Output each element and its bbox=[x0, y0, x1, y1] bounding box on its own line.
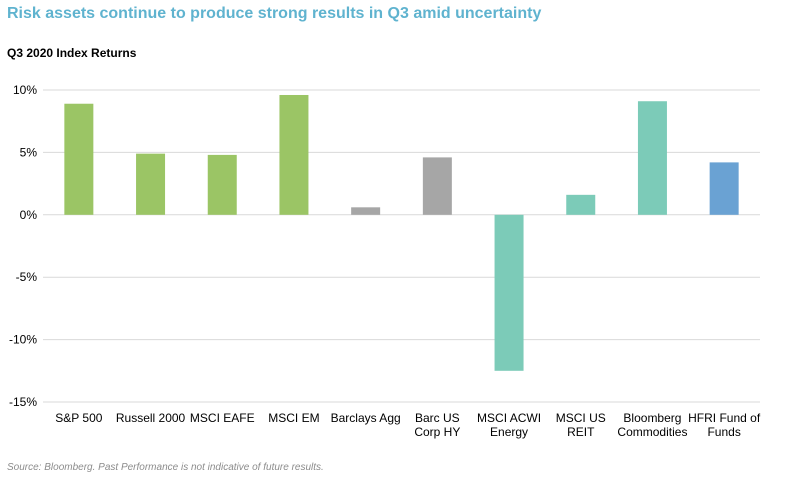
y-tick-label: 0% bbox=[20, 208, 38, 222]
bar bbox=[279, 94, 309, 215]
x-axis-category-labels: S&P 500 Russell 2000 MSCI EAFE MSCI EM Barcl… bbox=[55, 411, 761, 439]
bar bbox=[566, 194, 596, 215]
y-tick-label: 5% bbox=[20, 145, 38, 159]
chart-title: Risk assets continue to produce strong r… bbox=[7, 5, 542, 22]
y-tick-label: -10% bbox=[9, 333, 37, 347]
x-category-label: Commodities bbox=[617, 425, 687, 439]
bar bbox=[494, 214, 524, 371]
x-category-label: MSCI ACWI bbox=[477, 411, 541, 425]
bars bbox=[64, 94, 739, 371]
y-tick-label: -5% bbox=[16, 270, 38, 284]
x-category-label: MSCI EAFE bbox=[190, 411, 255, 425]
x-category-label: MSCI US bbox=[556, 411, 606, 425]
x-category-label: Russell 2000 bbox=[116, 411, 186, 425]
source-note: Source: Bloomberg. Past Performance is n… bbox=[7, 462, 324, 473]
bar bbox=[136, 153, 166, 215]
bar bbox=[709, 162, 739, 215]
x-category-label: Corp HY bbox=[414, 425, 460, 439]
x-category-label: MSCI EM bbox=[268, 411, 319, 425]
y-tick-label: -15% bbox=[9, 395, 37, 409]
x-category-label: Barclays Agg bbox=[331, 411, 401, 425]
x-category-label: Energy bbox=[490, 425, 528, 439]
bar bbox=[422, 157, 452, 215]
x-category-label: Funds bbox=[707, 425, 740, 439]
bar bbox=[637, 101, 667, 215]
bar-chart: 10% 5% 0% -5% -10% -15% S&P 500 Russell 2000 MS… bbox=[9, 83, 761, 439]
chart-subtitle: Q3 2020 Index Returns bbox=[7, 46, 137, 60]
x-category-label: REIT bbox=[567, 425, 595, 439]
y-axis-tick-labels: 10% 5% 0% -5% -10% -15% bbox=[9, 83, 37, 409]
x-category-label: HFRI Fund of bbox=[688, 411, 761, 425]
x-category-label: Bloomberg bbox=[623, 411, 681, 425]
x-category-label: S&P 500 bbox=[55, 411, 102, 425]
bar bbox=[64, 103, 94, 215]
x-category-label: Barc US bbox=[415, 411, 460, 425]
bar bbox=[207, 154, 237, 215]
y-tick-label: 10% bbox=[13, 83, 37, 97]
bar bbox=[351, 207, 381, 215]
